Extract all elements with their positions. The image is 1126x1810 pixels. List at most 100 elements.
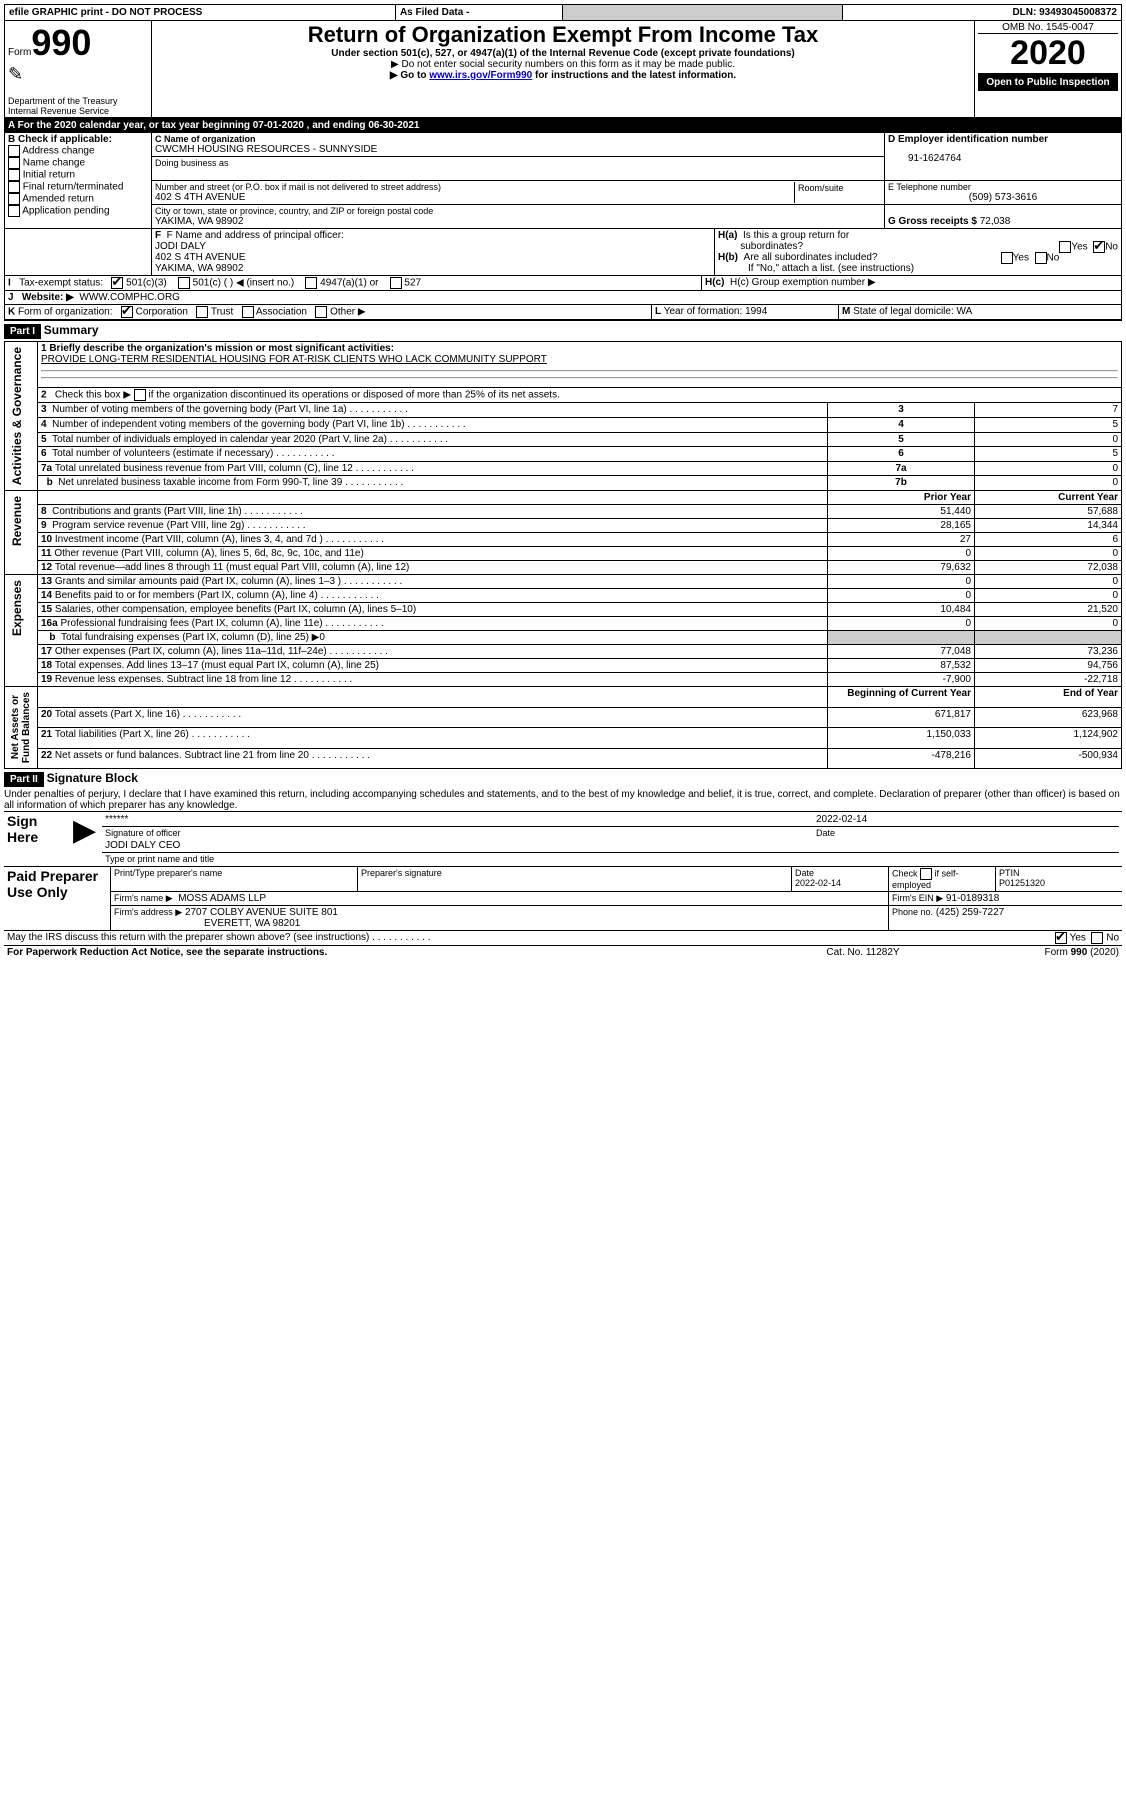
- hdr-end: End of Year: [975, 687, 1122, 708]
- i-501c3[interactable]: [111, 277, 123, 289]
- efile-notice: efile GRAPHIC print - DO NOT PROCESS: [5, 5, 396, 21]
- form-word: Form: [8, 47, 31, 58]
- line7b-val: 0: [975, 476, 1122, 491]
- org-name: CWCMH HOUSING RESOURCES - SUNNYSIDE: [155, 144, 881, 155]
- irs-link[interactable]: www.irs.gov/Form990: [429, 70, 532, 81]
- firm-name: MOSS ADAMS LLP: [178, 893, 266, 904]
- room-label: Room/suite: [795, 182, 882, 203]
- vlabel-exp: Expenses: [8, 576, 26, 640]
- k-other[interactable]: [315, 306, 327, 318]
- name-change-checkbox[interactable]: [8, 157, 20, 169]
- hdr-prior: Prior Year: [828, 491, 975, 505]
- pending-checkbox[interactable]: [8, 205, 20, 217]
- vlabel-bal: Net Assets or Fund Balances: [8, 688, 34, 767]
- perjury-text: Under penalties of perjury, I declare th…: [4, 789, 1122, 812]
- ha-yes[interactable]: [1059, 241, 1071, 253]
- dba-label: Doing business as: [155, 158, 881, 168]
- g-label: G Gross receipts $: [888, 216, 977, 227]
- k-trust[interactable]: [196, 306, 208, 318]
- prep-date: 2022-02-14: [795, 878, 841, 888]
- line4-val: 5: [975, 418, 1122, 433]
- vlabel-rev: Revenue: [8, 492, 26, 550]
- street-label: Number and street (or P.O. box if mail i…: [155, 182, 794, 192]
- i-501c[interactable]: [178, 277, 190, 289]
- k-assoc[interactable]: [242, 306, 254, 318]
- note1: ▶ Do not enter social security numbers o…: [155, 59, 971, 70]
- mission-a: PROVIDE LONG-TERM RESIDENTIAL HOUSING FO…: [41, 354, 1118, 365]
- ptin: P01251320: [999, 878, 1045, 888]
- sig-stars: ******: [102, 813, 813, 827]
- f-label: F Name and address of principal officer:: [167, 230, 344, 241]
- paperwork-notice: For Paperwork Reduction Act Notice, see …: [4, 946, 760, 959]
- preparer-block: Paid Preparer Use Only Print/Type prepar…: [4, 867, 1122, 931]
- firm-phone: (425) 259-7227: [936, 907, 1004, 918]
- line6-val: 5: [975, 447, 1122, 462]
- b-label: B Check if applicable:: [8, 134, 148, 145]
- sign-here: Sign Here: [4, 812, 70, 867]
- k-corp[interactable]: [121, 306, 133, 318]
- line3-val: 7: [975, 403, 1122, 418]
- hdr-begin: Beginning of Current Year: [828, 687, 975, 708]
- d-label: D Employer identification number: [888, 134, 1118, 145]
- discuss-yes[interactable]: [1055, 932, 1067, 944]
- officer-printname: JODI DALY CEO: [102, 839, 1119, 853]
- calendar-year-line: A For the 2020 calendar year, or tax yea…: [4, 118, 1122, 133]
- partii-tag: Part II: [4, 772, 44, 787]
- year-formed: 1994: [745, 306, 767, 317]
- tax-year: 2020: [978, 34, 1118, 74]
- dln-label: DLN:: [1012, 7, 1036, 18]
- i-527[interactable]: [390, 277, 402, 289]
- discuss-question: May the IRS discuss this return with the…: [7, 932, 431, 943]
- sig-date: 2022-02-14: [813, 813, 1119, 827]
- summary-table: Activities & Governance 1 Briefly descri…: [4, 341, 1122, 769]
- final-return-checkbox[interactable]: [8, 181, 20, 193]
- c-label: C Name of organization: [155, 134, 881, 144]
- header-block: Form990 ✎ Department of the Treasury Int…: [4, 21, 1122, 118]
- officer-addr2: YAKIMA, WA 98902: [155, 263, 711, 274]
- paid-preparer-label: Paid Preparer Use Only: [4, 867, 111, 931]
- hc: H(c) Group exemption number ▶: [730, 277, 876, 288]
- city-label: City or town, state or province, country…: [155, 206, 881, 216]
- topbar: efile GRAPHIC print - DO NOT PROCESS As …: [4, 4, 1122, 21]
- hb-no[interactable]: [1035, 252, 1047, 264]
- omb: OMB No. 1545-0047: [978, 22, 1118, 34]
- vlabel-gov: Activities & Governance: [8, 343, 26, 489]
- amended-checkbox[interactable]: [8, 193, 20, 205]
- discuss-no[interactable]: [1091, 932, 1103, 944]
- open-to-public: Open to Public Inspection: [978, 74, 1118, 91]
- firm-ein: 91-0189318: [946, 893, 999, 904]
- firm-addr2: EVERETT, WA 98201: [114, 918, 300, 929]
- sign-block: Sign Here ▶ ****** 2022-02-14 Signature …: [4, 812, 1122, 867]
- self-employed-checkbox[interactable]: [920, 868, 932, 880]
- cat-no: Cat. No. 11282Y: [760, 946, 966, 959]
- entity-block: B Check if applicable: Address change Na…: [4, 133, 1122, 229]
- h-ifno: If "No," attach a list. (see instruction…: [718, 263, 1118, 274]
- phone: (509) 573-3616: [888, 192, 1118, 203]
- hb-yes[interactable]: [1001, 252, 1013, 264]
- title: Return of Organization Exempt From Incom…: [155, 22, 971, 48]
- subtitle: Under section 501(c), 527, or 4947(a)(1)…: [155, 48, 971, 59]
- domicile: WA: [957, 306, 973, 317]
- officer-group-block: F F Name and address of principal office…: [4, 229, 1122, 276]
- parti-tag: Part I: [4, 324, 41, 339]
- mission-q: 1 Briefly describe the organization's mi…: [41, 343, 1118, 354]
- street: 402 S 4TH AVENUE: [155, 192, 794, 203]
- i-4947[interactable]: [305, 277, 317, 289]
- e-label: E Telephone number: [888, 182, 1118, 192]
- hdr-current: Current Year: [975, 491, 1122, 505]
- initial-return-checkbox[interactable]: [8, 169, 20, 181]
- gross-receipts: 72,038: [980, 216, 1011, 227]
- officer-addr1: 402 S 4TH AVENUE: [155, 252, 711, 263]
- officer-name: JODI DALY: [155, 241, 711, 252]
- ein: 91-1624764: [888, 145, 1118, 164]
- ha-no[interactable]: [1093, 241, 1105, 253]
- city: YAKIMA, WA 98902: [155, 216, 881, 227]
- partii-title: Signature Block: [47, 771, 138, 785]
- line5-val: 0: [975, 432, 1122, 447]
- addr-change-checkbox[interactable]: [8, 145, 20, 157]
- discontinued-checkbox[interactable]: [134, 389, 146, 401]
- form-number: 990: [31, 22, 91, 63]
- website: WWW.COMPHC.ORG: [79, 292, 180, 303]
- firm-addr1: 2707 COLBY AVENUE SUITE 801: [185, 907, 338, 918]
- dln: 93493045008372: [1039, 7, 1117, 18]
